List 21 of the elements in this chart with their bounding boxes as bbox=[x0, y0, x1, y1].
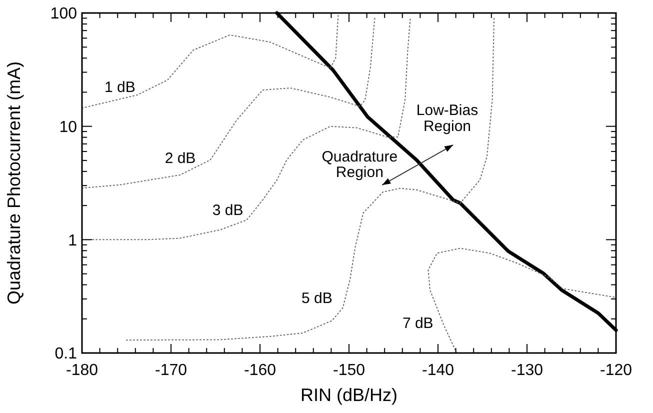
y-axis-title: Quadrature Photocurrent (mA) bbox=[4, 61, 24, 305]
x-tick-label: -130 bbox=[510, 362, 544, 379]
annotation: 7 dB bbox=[402, 314, 434, 332]
y-tick-label: 10 bbox=[59, 118, 78, 136]
x-tick-label: -150 bbox=[332, 362, 366, 379]
x-tick-label: -120 bbox=[600, 362, 632, 379]
annotation: Low-Bias Region bbox=[416, 102, 478, 135]
x-tick-label: -160 bbox=[244, 362, 276, 379]
annotation: 3 dB bbox=[212, 202, 244, 219]
annotation: 5 dB bbox=[302, 290, 332, 308]
y-tick-label: 1 bbox=[68, 232, 78, 250]
y-tick-label: 100 bbox=[50, 6, 78, 23]
x-tick-label: -170 bbox=[154, 362, 188, 379]
y-tick-label: 0.1 bbox=[54, 346, 78, 363]
annotation: 2 dB bbox=[164, 150, 196, 167]
x-axis-title: RIN (dB/Hz) bbox=[300, 385, 398, 405]
x-tick-label: -180 bbox=[66, 362, 98, 379]
annotation: Quadrature Region bbox=[322, 148, 398, 182]
annotation: 1 dB bbox=[104, 78, 136, 96]
line-series bbox=[82, 12, 339, 109]
x-tick-label: -140 bbox=[422, 362, 454, 379]
